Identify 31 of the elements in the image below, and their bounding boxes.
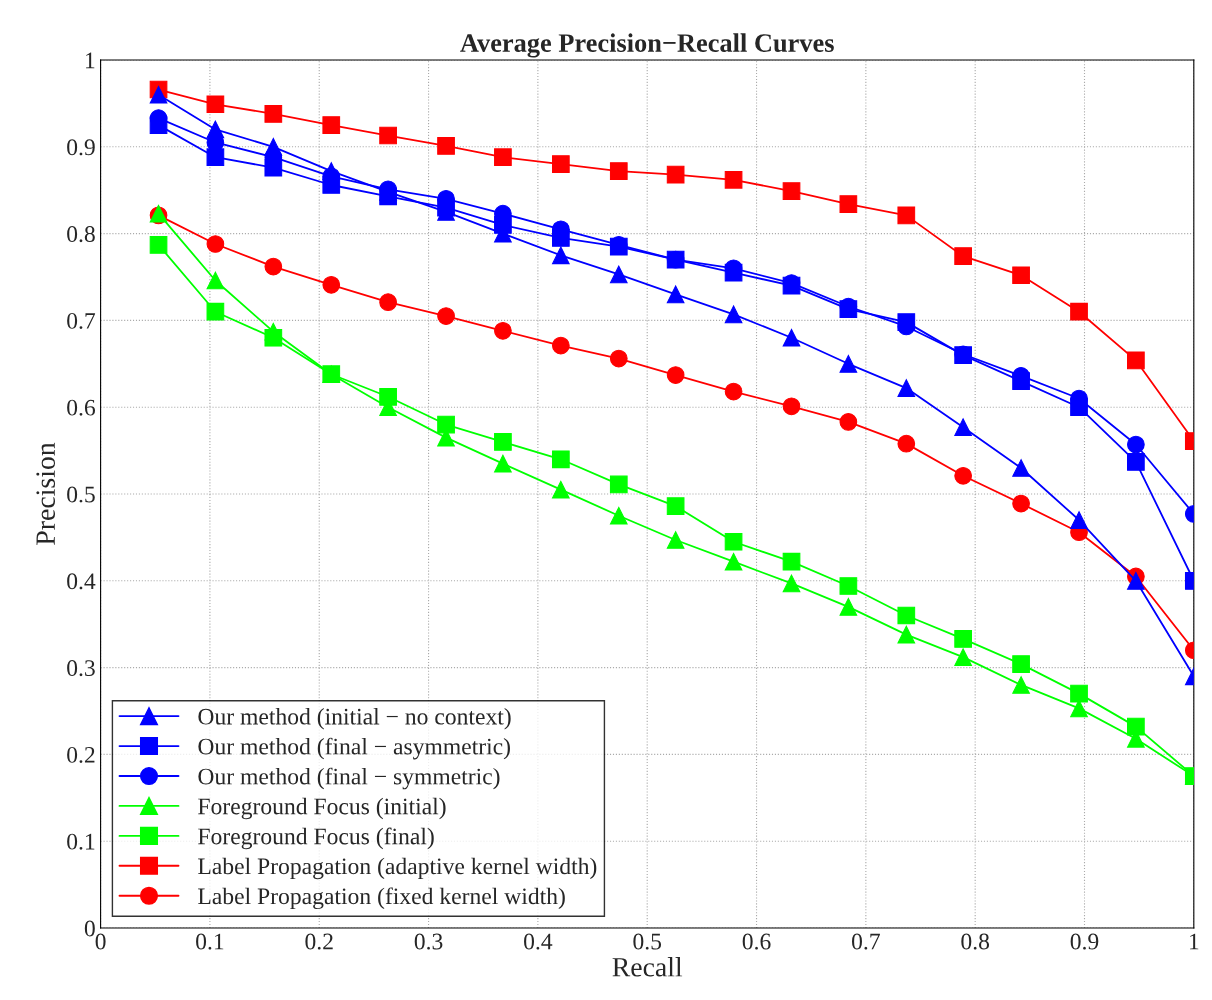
legend-label: Label Propagation (fixed kernel width) bbox=[198, 887, 565, 910]
x-tick-label: 0.1 bbox=[196, 933, 224, 950]
legend-label: Foreground Focus (final) bbox=[198, 827, 434, 850]
x-tick-label: 0.9 bbox=[1070, 933, 1099, 950]
y-tick-label: 0.9 bbox=[67, 139, 95, 156]
legend-label: Our method (final − asymmetric) bbox=[198, 737, 510, 760]
x-tick-label: 0.8 bbox=[961, 933, 990, 950]
x-tick-label: 0.6 bbox=[742, 933, 771, 950]
legend-label: Foreground Focus (initial) bbox=[198, 797, 446, 820]
y-tick-label: 0.2 bbox=[67, 746, 95, 763]
legend-label: Label Propagation (adaptive kernel width) bbox=[198, 857, 597, 880]
legend-label: Our method (initial − no context) bbox=[198, 708, 511, 730]
legend-label: Our method (final − symmetric) bbox=[198, 767, 500, 790]
x-tick-label: 0.3 bbox=[414, 933, 443, 950]
x-tick-label: 0.2 bbox=[305, 933, 333, 950]
x-tick-label: 1 bbox=[1189, 933, 1199, 950]
y-tick-label: 0.8 bbox=[67, 226, 95, 243]
y-tick-label: 0.5 bbox=[67, 486, 95, 503]
chart-title: Average Precision−Recall Curves bbox=[460, 33, 834, 58]
x-tick-label: 0.4 bbox=[524, 933, 553, 950]
y-tick-label: 0.7 bbox=[67, 312, 96, 329]
y-tick-label: 0.3 bbox=[67, 660, 95, 677]
y-tick-label: 0 bbox=[84, 920, 95, 937]
x-axis-title: Recall bbox=[612, 957, 683, 977]
y-tick-label: 1 bbox=[86, 52, 95, 69]
y-tick-label: 0.1 bbox=[67, 833, 95, 850]
y-axis-title: Precision bbox=[36, 442, 56, 545]
y-tick-label: 0.6 bbox=[67, 399, 96, 416]
y-tick-label: 0.4 bbox=[67, 573, 96, 590]
x-tick-label: 0.5 bbox=[633, 933, 662, 950]
x-tick-label: 0.7 bbox=[852, 933, 880, 950]
